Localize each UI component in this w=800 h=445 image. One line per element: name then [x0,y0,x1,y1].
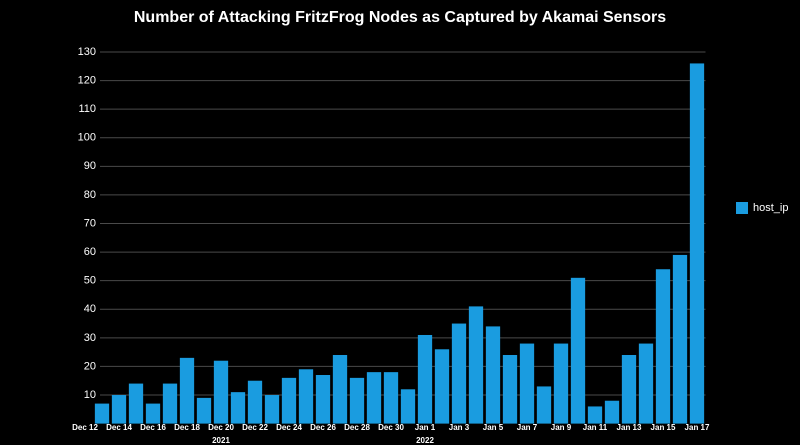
bar [111,395,127,424]
bar [587,406,603,424]
bar [298,369,314,424]
x-tick-label: Jan 5 [483,423,504,432]
bar [485,326,501,424]
y-tick-label: 60 [84,246,96,258]
year-label: 2021 [212,436,230,445]
year-label: 2022 [416,436,434,445]
x-tick-label: Dec 30 [378,423,404,432]
bar [621,354,637,424]
y-tick-label: 20 [84,360,96,372]
bar [468,306,484,424]
bar [264,395,280,424]
bar [672,254,688,424]
legend-label: host_ip [753,202,788,214]
bar [366,372,382,424]
x-tick-label: Dec 20 [208,423,234,432]
bar [570,277,586,424]
bar [94,403,110,424]
y-tick-label: 30 [84,332,96,344]
bar [519,343,535,424]
x-tick-label: Dec 18 [174,423,200,432]
x-tick-label: Dec 14 [106,423,132,432]
x-tick-label: Dec 22 [242,423,268,432]
x-tick-label: Jan 13 [617,423,642,432]
x-tick-label: Dec 24 [276,423,302,432]
y-tick-label: 50 [84,275,96,287]
x-tick-label: Dec 16 [140,423,166,432]
x-tick-label: Jan 7 [517,423,538,432]
x-tick-label: Dec 28 [344,423,370,432]
bar [230,392,246,424]
bar [689,63,705,424]
bar [434,349,450,424]
legend-swatch [736,202,748,214]
x-tick-label: Jan 3 [449,423,470,432]
x-tick-label: Jan 11 [583,423,608,432]
x-tick-label: Jan 17 [685,423,710,432]
bar [145,403,161,424]
bar [281,377,297,424]
bar [349,377,365,424]
bar [179,357,195,424]
bar [196,397,212,424]
bar [604,400,620,424]
x-tick-label: Jan 9 [551,423,572,432]
y-tick-label: 80 [84,189,96,201]
y-tick-label: 40 [84,303,96,315]
bar [536,386,552,424]
x-tick-label: Jan 15 [651,423,676,432]
bar [655,269,671,424]
bar [383,372,399,424]
x-tick-label: Dec 26 [310,423,336,432]
bar [213,360,229,424]
y-tick-label: 70 [84,217,96,229]
bar [451,323,467,424]
bar [502,354,518,424]
x-tick-label: Dec 12 [72,423,98,432]
bar [638,343,654,424]
y-tick-label: 90 [84,160,96,172]
y-tick-label: 110 [78,103,96,115]
y-tick-label: 130 [78,46,96,58]
bar [417,334,433,424]
bar [400,389,416,424]
bar [332,354,348,424]
chart-title: Number of Attacking FritzFrog Nodes as C… [134,9,666,26]
bar [315,375,331,424]
bar [128,383,144,424]
bar [162,383,178,424]
y-tick-label: 120 [78,74,96,86]
x-tick-label: Jan 1 [415,423,436,432]
bar [247,380,263,424]
y-tick-label: 10 [84,389,96,401]
y-tick-label: 100 [78,132,96,144]
bar [553,343,569,424]
